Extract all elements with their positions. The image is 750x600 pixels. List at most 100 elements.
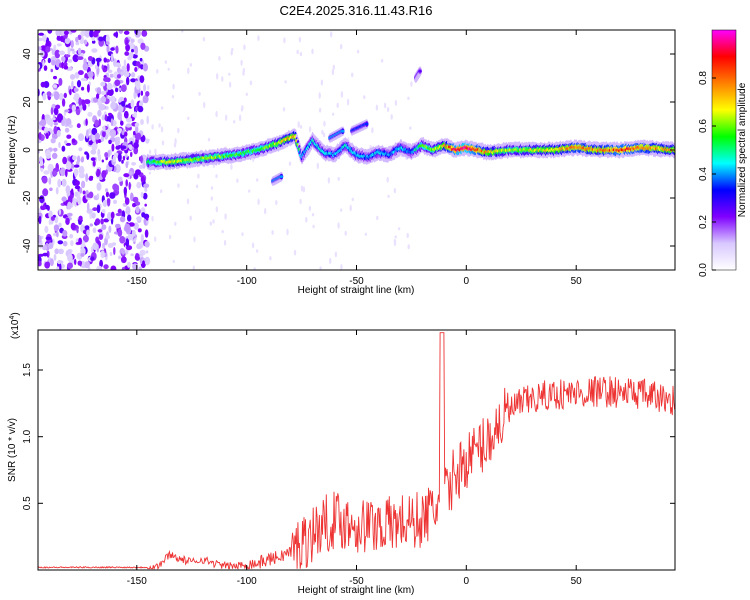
noise-cell — [228, 81, 232, 88]
noise-cell — [101, 159, 105, 163]
noise-cell — [102, 130, 106, 138]
noise-cell — [92, 227, 97, 234]
noise-cell — [42, 33, 47, 42]
noise-cell — [106, 83, 113, 90]
noise-cell — [253, 267, 256, 270]
noise-cell — [135, 206, 140, 214]
noise-cell — [380, 58, 384, 63]
noise-cell — [59, 93, 64, 101]
noise-cell — [203, 101, 206, 109]
noise-cell — [138, 101, 144, 107]
noise-cell — [74, 258, 77, 265]
noise-cell — [82, 62, 89, 71]
x-tick-label: 0 — [464, 276, 470, 287]
noise-cell — [39, 160, 44, 167]
noise-cell — [72, 155, 77, 161]
noise-cell — [126, 76, 130, 86]
noise-cell — [138, 164, 144, 169]
noise-cell — [65, 168, 68, 178]
noise-cell — [52, 170, 58, 176]
noise-cell — [59, 167, 66, 177]
noise-cell — [241, 105, 244, 111]
noise-cell — [118, 176, 123, 182]
noise-cell — [81, 156, 84, 162]
noise-cell — [371, 127, 374, 134]
noise-cell — [123, 59, 127, 67]
noise-cell — [189, 63, 192, 67]
noise-cell — [78, 97, 82, 106]
noise-cell — [376, 215, 379, 221]
snr-y-label: SNR (10 * v/v) — [7, 418, 18, 482]
noise-cell — [135, 107, 139, 111]
noise-cell — [105, 188, 109, 193]
noise-cell — [296, 49, 299, 55]
noise-cell — [257, 35, 260, 42]
noise-cell — [108, 112, 112, 116]
noise-cell — [114, 62, 121, 67]
noise-cell — [108, 139, 112, 145]
noise-cell — [124, 197, 130, 205]
noise-cell — [228, 72, 231, 76]
noise-cell — [110, 53, 114, 62]
noise-cell — [130, 38, 135, 43]
noise-cell — [75, 88, 79, 92]
noise-cell — [86, 152, 90, 160]
noise-cell — [47, 30, 53, 34]
noise-cell — [90, 246, 94, 253]
noise-cell — [91, 127, 98, 135]
noise-cell — [351, 197, 354, 202]
y-tick-label: 0.5 — [22, 496, 33, 510]
noise-cell — [38, 132, 42, 140]
noise-cell — [42, 252, 49, 257]
branch-cell — [364, 122, 369, 126]
noise-cell — [340, 208, 343, 212]
noise-cell — [87, 71, 94, 78]
noise-cell — [81, 77, 87, 81]
noise-cell — [312, 224, 315, 229]
snr-scale-exponent: 4 — [9, 316, 16, 320]
noise-cell — [104, 114, 108, 121]
noise-cell — [120, 71, 126, 75]
noise-cell — [68, 124, 73, 128]
noise-cell — [123, 110, 129, 119]
noise-cell — [251, 242, 255, 249]
spectrogram-y-label: Frequency (Hz) — [7, 116, 18, 185]
noise-cell — [51, 152, 58, 159]
noise-cell — [70, 240, 74, 247]
noise-cell — [123, 97, 127, 103]
noise-cell — [46, 117, 53, 126]
noise-cell — [44, 225, 49, 233]
noise-cell — [140, 90, 144, 96]
noise-cell — [137, 38, 144, 44]
noise-cell — [109, 73, 114, 78]
noise-cell — [142, 63, 148, 72]
noise-cell — [128, 171, 133, 175]
noise-cell — [107, 150, 111, 158]
noise-cell — [38, 215, 42, 225]
noise-cell — [130, 152, 133, 157]
noise-cell — [38, 260, 42, 267]
noise-cell — [114, 138, 120, 146]
noise-cell — [56, 129, 61, 137]
noise-cell — [100, 90, 107, 96]
noise-cell — [53, 224, 60, 232]
noise-cell — [140, 234, 144, 243]
noise-cell — [136, 216, 142, 221]
noise-cell — [299, 51, 303, 57]
noise-cell — [51, 132, 58, 140]
noise-cell — [240, 59, 243, 66]
noise-cell — [334, 251, 338, 258]
noise-cell — [63, 140, 68, 145]
noise-cell — [318, 107, 322, 113]
noise-cell — [110, 47, 115, 51]
noise-cell — [58, 77, 63, 86]
noise-cell — [137, 105, 144, 113]
noise-cell — [125, 161, 129, 169]
noise-cell — [138, 266, 143, 270]
noise-cell — [331, 68, 335, 76]
noise-cell — [78, 172, 85, 179]
noise-cell — [186, 198, 190, 205]
noise-cell — [61, 196, 67, 202]
noise-cell — [298, 36, 302, 43]
noise-cell — [48, 242, 54, 249]
